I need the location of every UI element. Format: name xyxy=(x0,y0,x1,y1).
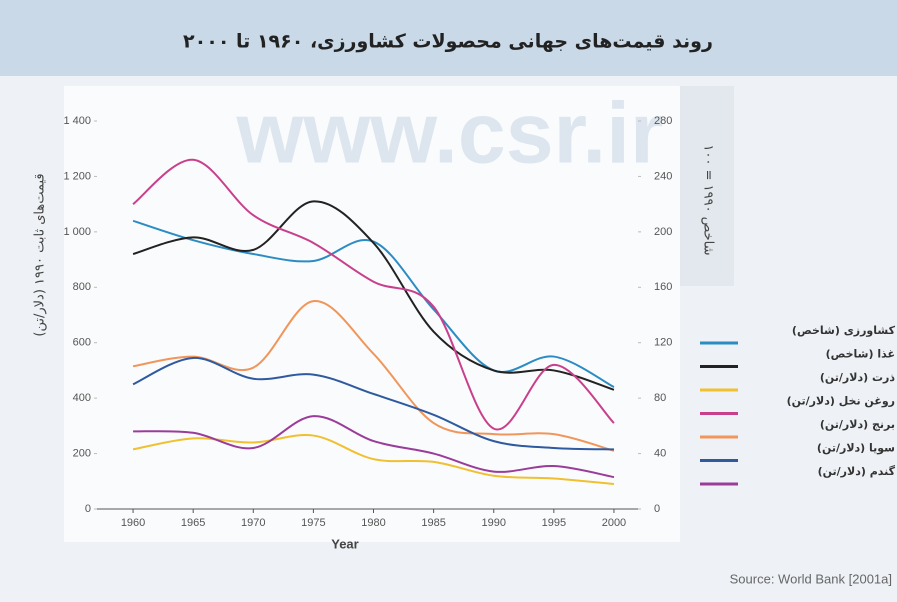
legend-label: برنج (دلار/تن) xyxy=(820,418,895,431)
y2-tick-label: 280 xyxy=(654,115,672,127)
x-tick-label: 1985 xyxy=(421,517,445,529)
y2-tick-label: 120 xyxy=(654,337,672,349)
y2-tick-label: 160 xyxy=(654,281,672,293)
legend-label: گندم (دلار/تن) xyxy=(818,465,896,478)
y2-tick-label: 80 xyxy=(654,392,666,404)
x-tick-label: 1960 xyxy=(121,517,145,529)
plot-panel xyxy=(64,86,680,542)
y-tick-label: 600 xyxy=(73,337,91,349)
x-tick-label: 2000 xyxy=(602,517,626,529)
y-tick-label: 0 xyxy=(85,503,91,515)
x-tick-label: 1975 xyxy=(301,517,325,529)
x-tick-label: 1990 xyxy=(481,517,505,529)
y-tick-label: 800 xyxy=(73,281,91,293)
y2-axis-label: شاخص ۱۹۹۰ = ۱۰۰ xyxy=(701,144,716,255)
source-note: Source: World Bank [2001a] xyxy=(730,571,892,586)
y-axis-label: قیمت‌های ثابت ۱۹۹۰ (دلار/تن) xyxy=(33,173,48,336)
y-tick-label: 400 xyxy=(73,392,91,404)
y-tick-label: 1 400 xyxy=(63,115,91,127)
y-tick-label: 1 000 xyxy=(63,226,91,238)
y2-tick-label: 40 xyxy=(654,447,666,459)
x-tick-label: 1980 xyxy=(361,517,385,529)
y-tick-label: 200 xyxy=(73,447,91,459)
y2-tick-label: 0 xyxy=(654,503,660,515)
y2-tick-label: 200 xyxy=(654,226,672,238)
x-axis-label: Year xyxy=(331,536,358,551)
y2-tick-label: 240 xyxy=(654,170,672,182)
chart-title: روند قیمت‌های جهانی محصولات کشاورزی، ۱۹۶… xyxy=(183,31,713,53)
legend-label: روغن نخل (دلار/تن) xyxy=(787,395,895,408)
watermark: www.csr.ir xyxy=(235,86,663,182)
series-line xyxy=(132,158,615,431)
series-line xyxy=(132,356,614,451)
legend-label: سویا (دلار/تن) xyxy=(817,442,895,455)
right-axis-panel xyxy=(680,86,734,286)
title-band xyxy=(0,0,897,76)
series-line xyxy=(132,219,615,388)
x-tick-label: 1970 xyxy=(241,517,265,529)
legend-label: کشاورزی (شاخص) xyxy=(792,324,896,337)
series-line xyxy=(132,200,615,391)
series-line xyxy=(133,415,615,479)
legend-label: غذا (شاخص) xyxy=(826,348,895,361)
x-tick-label: 1965 xyxy=(181,517,205,529)
x-tick-label: 1995 xyxy=(542,517,566,529)
legend-label: ذرت (دلار/تن) xyxy=(820,371,895,384)
y-tick-label: 1 200 xyxy=(63,170,91,182)
